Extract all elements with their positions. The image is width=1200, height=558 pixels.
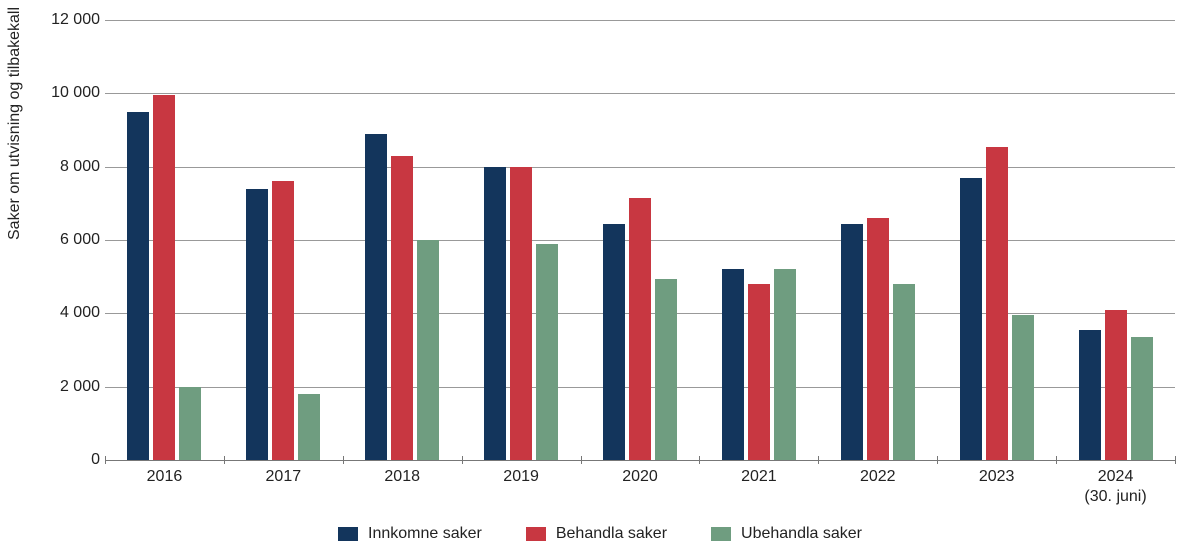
bar: [748, 284, 770, 460]
x-tick-label: 2017: [224, 468, 343, 486]
y-tick-label: 0: [20, 451, 100, 469]
legend-swatch: [526, 527, 546, 541]
legend-label: Behandla saker: [556, 525, 667, 542]
bar-group: [818, 20, 937, 460]
bar-group: [581, 20, 700, 460]
x-tick-label: 2023: [937, 468, 1056, 486]
legend-swatch: [338, 527, 358, 541]
y-tick-label: 6 000: [20, 231, 100, 249]
bar-chart: Saker om utvisning og tilbakekall 0 2 000…: [0, 0, 1200, 558]
legend-label: Innkomne saker: [368, 525, 482, 542]
bar: [960, 178, 982, 460]
bar: [153, 95, 175, 460]
legend-item: Behandla saker: [526, 525, 667, 543]
plot-area: [105, 20, 1175, 461]
bar: [1079, 330, 1101, 460]
bar: [722, 269, 744, 460]
bar: [1131, 337, 1153, 460]
bar: [986, 147, 1008, 461]
x-tick-label: 2024: [1056, 468, 1175, 486]
bar: [127, 112, 149, 460]
y-tick-label: 4 000: [20, 304, 100, 322]
bar-group: [1056, 20, 1175, 460]
bar: [246, 189, 268, 460]
bar-group: [462, 20, 581, 460]
bar: [1105, 310, 1127, 460]
bar: [484, 167, 506, 460]
bar: [272, 181, 294, 460]
bar-group: [105, 20, 224, 460]
bar: [774, 269, 796, 460]
x-tick-label: 2018: [343, 468, 462, 486]
y-tick-label: 12 000: [20, 11, 100, 29]
bar: [391, 156, 413, 460]
legend-label: Ubehandla saker: [741, 525, 862, 542]
x-tick-label: 2020: [581, 468, 700, 486]
legend-swatch: [711, 527, 731, 541]
bar: [893, 284, 915, 460]
legend-item: Innkomne saker: [338, 525, 482, 543]
bar: [179, 387, 201, 460]
bar: [510, 167, 532, 460]
x-tick-label-line2: (30. juni): [1056, 488, 1175, 506]
bar: [365, 134, 387, 460]
bar-group: [224, 20, 343, 460]
bar-group: [699, 20, 818, 460]
x-tick: [105, 456, 106, 464]
y-tick-label: 8 000: [20, 158, 100, 176]
bar: [841, 224, 863, 461]
bar: [536, 244, 558, 460]
bar-group: [343, 20, 462, 460]
legend: Innkomne saker Behandla saker Ubehandla sa…: [0, 525, 1200, 543]
bar: [629, 198, 651, 460]
bar: [867, 218, 889, 460]
bar: [298, 394, 320, 460]
y-axis-title: Saker om utvisning og tilbakekall: [6, 7, 24, 240]
x-tick-label: 2021: [699, 468, 818, 486]
bar: [655, 279, 677, 461]
x-tick-label: 2016: [105, 468, 224, 486]
legend-item: Ubehandla saker: [711, 525, 862, 543]
bar: [1012, 315, 1034, 460]
bar: [417, 240, 439, 460]
bar: [603, 224, 625, 461]
x-tick: [1175, 456, 1176, 464]
y-tick-label: 10 000: [20, 84, 100, 102]
x-tick-label: 2022: [818, 468, 937, 486]
x-tick-label: 2019: [462, 468, 581, 486]
y-tick-label: 2 000: [20, 378, 100, 396]
bar-group: [937, 20, 1056, 460]
